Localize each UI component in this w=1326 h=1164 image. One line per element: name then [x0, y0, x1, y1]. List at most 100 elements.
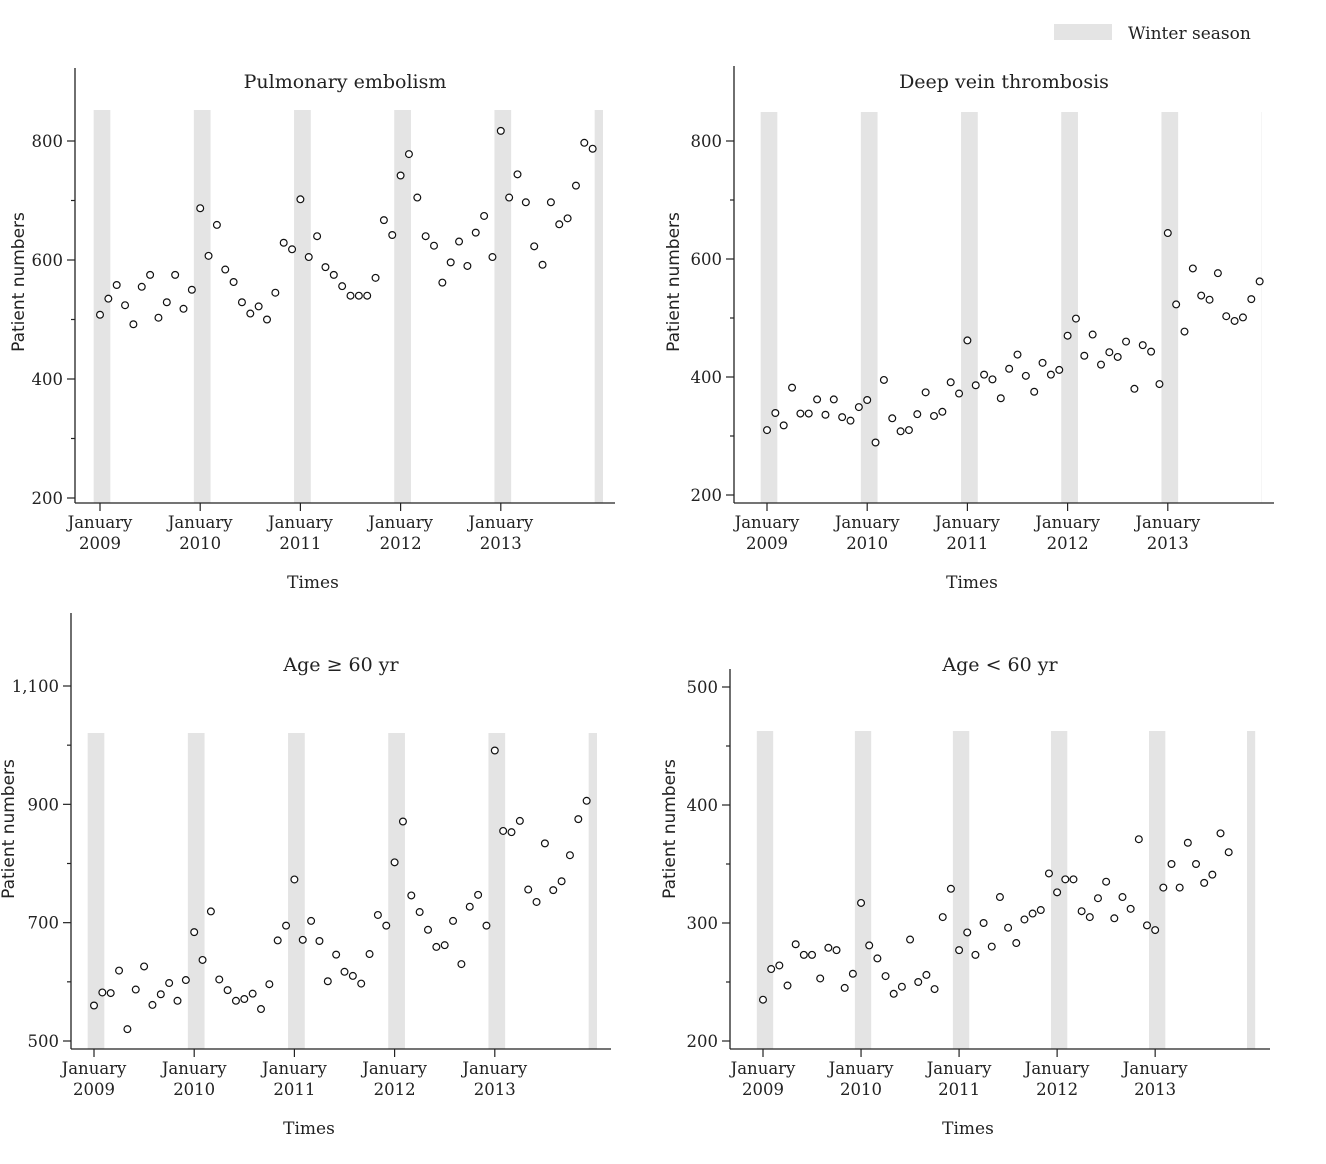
data-point [938, 913, 947, 922]
data-point [896, 427, 905, 436]
data-point [838, 413, 847, 422]
data-point [98, 988, 107, 997]
data-point [404, 150, 413, 159]
winter-band [860, 112, 878, 503]
x-tick-label-month: January [166, 513, 233, 532]
data-point [179, 304, 188, 313]
legend-swatch [1054, 24, 1112, 40]
panel-title: Deep vein thrombosis [899, 71, 1109, 93]
winter-band [394, 110, 411, 503]
x-tick-label-year: 2011 [938, 1080, 980, 1099]
data-point [946, 884, 955, 893]
data-point [499, 826, 508, 835]
data-point [1238, 313, 1247, 322]
data-point [146, 270, 155, 279]
data-point [1030, 387, 1039, 396]
data-point [273, 936, 282, 945]
data-point [1192, 859, 1201, 868]
data-point [513, 170, 522, 179]
data-point [574, 815, 583, 824]
data-point [783, 981, 792, 990]
data-point [131, 985, 140, 994]
data-point [89, 1001, 98, 1010]
data-point [971, 381, 980, 390]
data-point [840, 983, 849, 992]
data-point [530, 242, 539, 251]
data-point [388, 231, 397, 240]
data-point [996, 394, 1005, 403]
data-point [104, 294, 113, 303]
x-tick-label-month: January [460, 1059, 527, 1078]
data-point [775, 961, 784, 970]
data-point [424, 925, 433, 934]
data-point [206, 907, 215, 916]
data-point [889, 989, 898, 998]
data-point [1071, 314, 1080, 323]
data-point [955, 389, 964, 398]
data-point [1122, 337, 1131, 346]
data-point [767, 965, 776, 974]
y-tick-label: 600 [32, 251, 64, 270]
winter-band [187, 733, 205, 1049]
data-point [371, 273, 380, 282]
x-tick-label-year: 2009 [746, 534, 788, 553]
x-tick-label-month: January [833, 513, 900, 532]
data-point [1183, 838, 1192, 847]
data-point [906, 935, 915, 944]
data-point [1224, 848, 1233, 857]
data-point [1096, 360, 1105, 369]
data-point [1222, 312, 1231, 321]
data-point [979, 918, 988, 927]
data-point [829, 395, 838, 404]
data-point [290, 875, 299, 884]
x-tick-label-month: January [1133, 513, 1200, 532]
data-point [580, 138, 589, 147]
winter-band [388, 733, 405, 1049]
data-point [582, 796, 591, 805]
data-point [1247, 295, 1256, 304]
data-point [357, 979, 366, 988]
data-point [154, 313, 163, 322]
winter-band [494, 110, 512, 503]
data-point [565, 851, 574, 860]
x-tick-label-year: 2009 [79, 534, 121, 553]
data-point [1155, 380, 1164, 389]
data-point [465, 902, 474, 911]
data-point [95, 310, 104, 319]
data-point [1213, 269, 1222, 278]
data-point [106, 989, 115, 998]
data-point [788, 383, 797, 392]
data-point [549, 886, 558, 895]
data-point [304, 253, 313, 262]
data-point [987, 942, 996, 951]
x-tick-label-year: 2009 [742, 1080, 784, 1099]
data-point [407, 891, 416, 900]
data-point [354, 291, 363, 300]
x-tick-label-year: 2012 [1036, 1080, 1078, 1099]
data-point [1216, 829, 1225, 838]
data-point [1012, 939, 1021, 948]
data-point [808, 950, 817, 959]
data-point [173, 996, 182, 1005]
data-point [1069, 875, 1078, 884]
data-point [1110, 914, 1119, 923]
winter-band [854, 731, 872, 1049]
y-axis-label: Patient numbers [660, 759, 680, 899]
data-point [315, 937, 324, 946]
data-point [265, 980, 274, 989]
data-point [922, 970, 931, 979]
data-point [348, 971, 357, 980]
data-point [1046, 370, 1055, 379]
data-point [449, 916, 458, 925]
data-point [1055, 365, 1064, 374]
data-point [363, 291, 372, 300]
data-point [463, 261, 472, 270]
data-point [988, 375, 997, 384]
data-point [246, 309, 255, 318]
data-point [321, 263, 330, 272]
y-tick-label: 400 [32, 370, 64, 389]
data-point [832, 946, 841, 955]
data-point [474, 890, 483, 899]
x-tick-label-year: 2011 [273, 1080, 315, 1099]
data-point [148, 1000, 157, 1009]
